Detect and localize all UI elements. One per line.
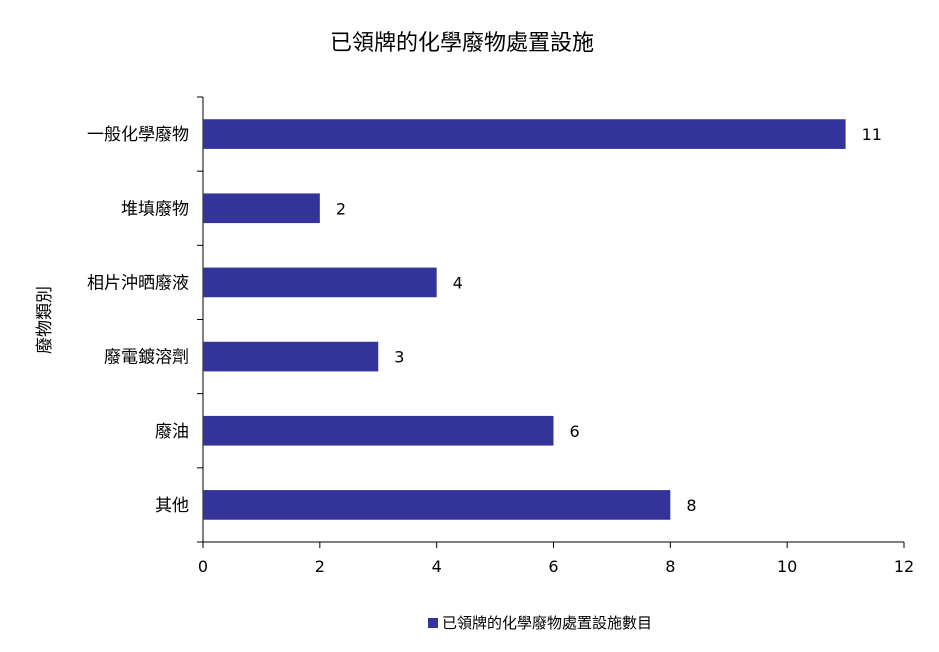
bar (203, 415, 554, 446)
bar (203, 490, 671, 520)
y-axis-label: 廢物類別 (35, 286, 55, 354)
category-label: 一般化學廢物 (87, 125, 189, 145)
data-label: 2 (336, 199, 346, 218)
data-label: 6 (570, 422, 580, 441)
data-label: 3 (394, 348, 404, 367)
x-tick-label: 6 (548, 557, 558, 576)
data-label: 8 (686, 496, 696, 515)
category-label: 相片沖晒廢液 (87, 273, 189, 293)
x-tick-label: 8 (665, 557, 675, 576)
x-tick-label: 2 (315, 557, 325, 576)
category-label: 廢油 (155, 422, 189, 442)
x-tick-label: 12 (894, 557, 914, 576)
x-tick-label: 0 (198, 557, 208, 576)
bar (203, 267, 437, 298)
category-label: 其他 (155, 496, 189, 516)
legend-label: 已領牌的化學廢物處置設施數目 (442, 614, 652, 632)
category-label: 廢電鍍溶劑 (104, 347, 189, 368)
legend-swatch (428, 618, 438, 628)
data-label: 11 (862, 125, 882, 144)
plot-area: 0 2 4 6 8 10 12 一般化學廢物 11 堆填廢物 2 相片沖晒廢液 4 廢電鍍溶劑 3 廢油 6 其他… (87, 96, 914, 576)
x-tick-label: 10 (777, 557, 797, 576)
bar (203, 119, 846, 149)
x-tick-label: 4 (432, 557, 442, 576)
bar (203, 193, 320, 224)
bar (203, 341, 379, 372)
category-label: 堆填廢物 (121, 199, 189, 219)
legend: 已領牌的化學廢物處置設施數目 (428, 614, 652, 632)
data-label: 4 (453, 273, 463, 292)
chart-title: 已領牌的化學廢物處置設施 (330, 31, 594, 56)
